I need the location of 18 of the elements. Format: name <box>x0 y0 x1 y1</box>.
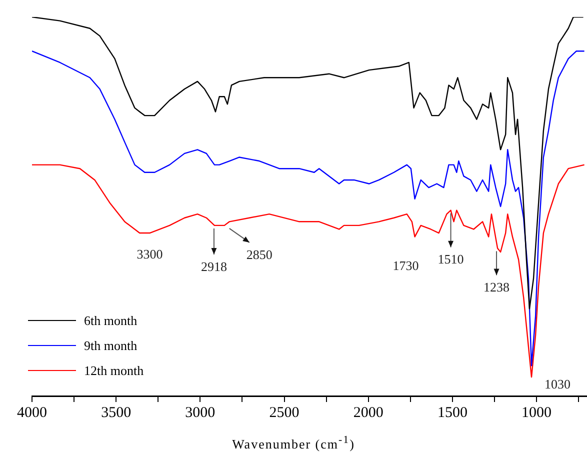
annotation: 1238 <box>484 280 510 295</box>
x-tick-label: 4000 <box>17 404 47 421</box>
x-tick-label: 3000 <box>185 404 216 421</box>
annotation: 1730 <box>392 258 419 274</box>
legend-label: 6th month <box>84 312 138 328</box>
x-tick-label: 2000 <box>353 404 384 421</box>
legend-label: 12th month <box>84 362 144 378</box>
x-tick-label: 3500 <box>101 404 132 421</box>
annotation: 1030 <box>544 376 570 392</box>
annotation: 1510 <box>438 252 464 267</box>
annotation: 2918 <box>200 258 227 274</box>
annotation: 3300 <box>136 246 163 262</box>
x-axis-title: Wavenumber (cm$^{-1}$) <box>231 434 356 452</box>
x-tick-label: 2500 <box>269 404 300 421</box>
x-tick-label: 1000 <box>522 404 552 421</box>
annotation: 2850 <box>246 246 272 262</box>
legend-label: 9th month <box>84 338 138 354</box>
x-tick-label: 1500 <box>437 404 468 421</box>
